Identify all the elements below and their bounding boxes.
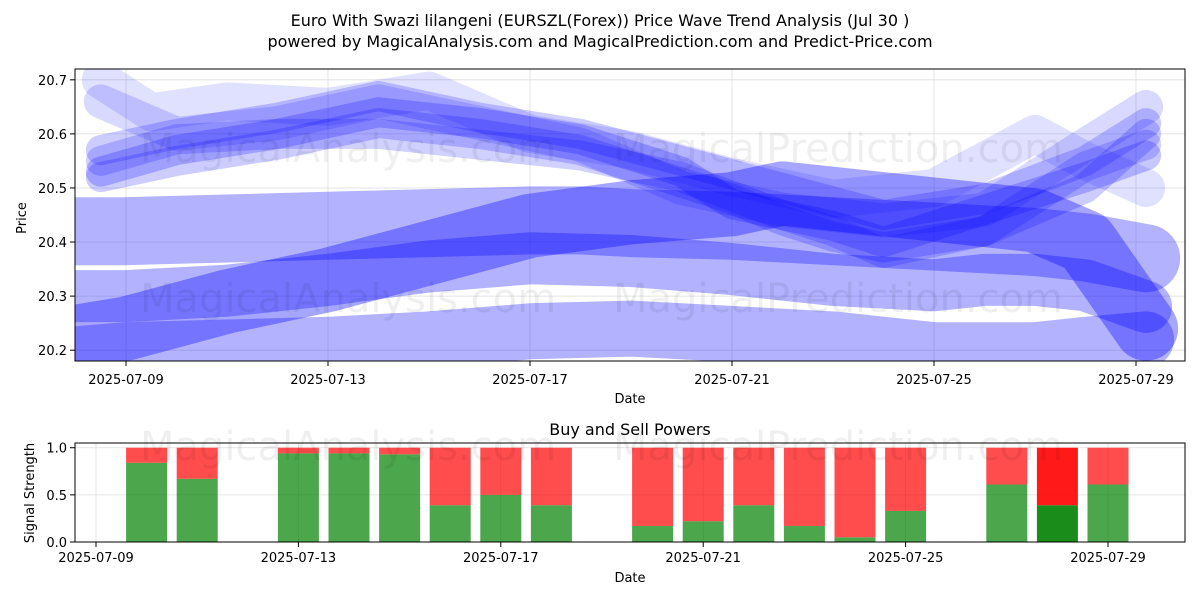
sell-bar-2025-07-23	[783, 447, 825, 526]
buy-bar-2025-07-11	[176, 478, 218, 542]
wave-line-1	[75, 186, 1181, 293]
bottom-xtick-label: 2025-07-25	[868, 551, 944, 566]
bottom-ylabel: Signal Strength	[23, 443, 38, 543]
top-xtick-label: 2025-07-17	[492, 373, 568, 388]
wave-line-2	[75, 232, 1173, 333]
sell-bar-2025-07-13	[277, 447, 319, 454]
sell-bar-2025-07-15	[379, 447, 421, 455]
wave-line-4	[75, 161, 1179, 361]
bottom-xtick-label: 2025-07-09	[58, 551, 134, 566]
sell-bar-2025-07-22	[733, 447, 775, 506]
sell-bar-2025-07-18	[530, 447, 572, 506]
top-xtick-label: 2025-07-09	[88, 373, 164, 388]
buy-bar-2025-07-22	[733, 505, 775, 542]
buy-bar-2025-07-20	[632, 525, 674, 542]
buy-bar-2025-07-15	[379, 454, 421, 542]
top-ytick-label: 20.6	[38, 128, 67, 143]
bottom-ytick-label: 0.0	[46, 536, 67, 551]
watermark-prediction-top: MagicalPrediction.com	[613, 126, 1063, 172]
buy-bar-2025-07-10	[126, 462, 168, 542]
buy-bar-2025-07-16	[429, 505, 471, 542]
bottom-xtick-label: 2025-07-21	[665, 551, 741, 566]
sell-bar-2025-07-21	[682, 447, 724, 522]
buy-bar-2025-07-23	[783, 525, 825, 542]
buy-bar-2025-07-18	[530, 505, 572, 542]
watermark-analysis-top: MagicalAnalysis.com	[140, 126, 556, 172]
price-wave-panel: MagicalAnalysis.com MagicalPrediction.co…	[15, 68, 1186, 407]
chart-title-line1: Euro With Swazi lilangeni (EURSZL(Forex)…	[291, 11, 910, 30]
buy-bar-2025-07-21	[682, 521, 724, 542]
wave-line-3	[75, 300, 1175, 361]
bottom-ytick-label: 0.5	[46, 489, 67, 504]
buy-bar-2025-07-25	[885, 510, 927, 542]
chart-title-line2: powered by MagicalAnalysis.com and Magic…	[267, 32, 932, 51]
watermark-analysis-bottom: MagicalAnalysis.com	[140, 424, 556, 470]
sell-bar-2025-07-28	[1036, 447, 1078, 506]
wave-line-10	[85, 81, 1162, 230]
sell-bar-2025-07-29	[1087, 447, 1129, 485]
buy-bar-2025-07-27	[986, 484, 1028, 542]
wave-line-9	[85, 118, 1162, 268]
bottom-axis-ticks: 2025-07-09 2025-07-13 2025-07-17 2025-07-21…	[46, 442, 1145, 566]
top-xlabel: Date	[614, 392, 645, 407]
sell-bar-2025-07-10	[126, 447, 168, 463]
buy-bar-2025-07-24	[834, 537, 876, 542]
top-xtick-label: 2025-07-13	[290, 373, 366, 388]
bottom-xtick-label: 2025-07-13	[261, 551, 337, 566]
top-xtick-label: 2025-07-21	[694, 373, 770, 388]
buy-bar-2025-07-29	[1087, 484, 1129, 542]
buy-bar-2025-07-13	[277, 453, 319, 542]
sell-bar-2025-07-24	[834, 447, 876, 538]
sell-bar-2025-07-25	[885, 447, 927, 511]
top-xtick-label: 2025-07-29	[1098, 373, 1174, 388]
wave-line-8	[81, 69, 1166, 218]
buy-bar-2025-07-17	[480, 494, 522, 542]
watermark-prediction-mid: MagicalPrediction.com	[613, 276, 1063, 322]
buy-bar-2025-07-28	[1036, 505, 1078, 542]
watermark-analysis-mid: MagicalAnalysis.com	[140, 276, 556, 322]
wave-line-7	[83, 84, 1164, 238]
top-ytick-label: 20.4	[38, 236, 67, 251]
sell-bar-2025-07-14	[328, 447, 370, 454]
sell-bar-2025-07-27	[986, 447, 1028, 485]
top-gridlines	[75, 69, 1185, 361]
sell-bar-2025-07-11	[176, 447, 218, 479]
sell-bar-2025-07-20	[632, 447, 674, 526]
wave-line-5	[85, 97, 1162, 257]
bottom-xtick-label: 2025-07-29	[1070, 551, 1146, 566]
sell-bar-2025-07-16	[429, 447, 471, 506]
watermark-prediction-bottom: MagicalPrediction.com	[613, 424, 1063, 470]
sell-bar-2025-07-17	[480, 447, 522, 495]
top-axis-ticks: 2025-07-09 2025-07-13 2025-07-17 2025-07-21…	[38, 74, 1174, 388]
top-plot-frame	[74, 68, 1186, 362]
bottom-plot-frame	[74, 442, 1186, 543]
buy-bar-2025-07-14	[328, 453, 370, 542]
wave-series-group	[75, 69, 1181, 361]
top-ytick-label: 20.5	[38, 182, 67, 197]
wave-line-6	[85, 108, 1162, 263]
bottom-ytick-label: 1.0	[46, 442, 67, 457]
signal-panel-title: Buy and Sell Powers	[549, 420, 711, 439]
bottom-xtick-label: 2025-07-17	[463, 551, 539, 566]
wave-clip-group	[75, 69, 1181, 361]
signal-bars-group	[126, 447, 1129, 542]
top-ytick-label: 20.2	[38, 344, 67, 359]
top-xtick-label: 2025-07-25	[896, 373, 972, 388]
top-ytick-label: 20.3	[38, 290, 67, 305]
signal-panel: Buy and Sell Powers MagicalAnalysis.com …	[23, 420, 1186, 586]
bottom-xlabel: Date	[614, 571, 645, 586]
top-ylabel: Price	[15, 202, 30, 234]
top-ytick-label: 20.7	[38, 74, 67, 89]
